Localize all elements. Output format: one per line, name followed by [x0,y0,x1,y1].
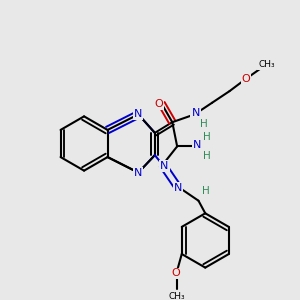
Text: CH₃: CH₃ [258,61,275,70]
Text: N: N [174,183,182,193]
Text: CH₃: CH₃ [169,292,185,300]
Text: O: O [242,74,250,83]
Text: H: H [203,151,211,161]
Text: O: O [172,268,180,278]
Text: N: N [134,168,142,178]
Text: H: H [203,132,211,142]
Text: H: H [200,119,208,129]
Text: N: N [134,110,142,119]
Text: N: N [160,161,169,171]
Text: N: N [191,108,200,118]
Text: H: H [202,186,210,196]
Text: O: O [154,99,163,109]
Text: N: N [193,140,202,150]
